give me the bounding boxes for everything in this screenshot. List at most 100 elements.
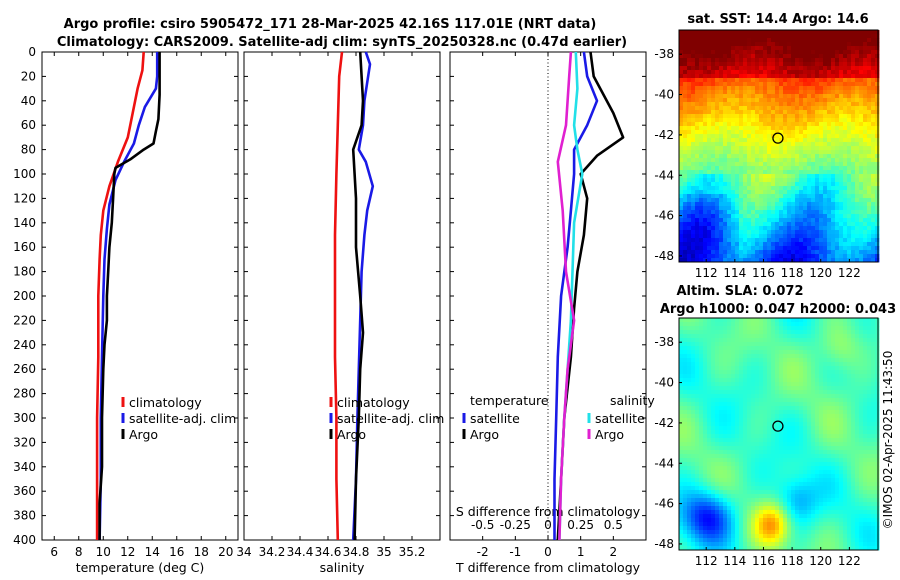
map-cell [807,54,812,59]
map-cell [783,46,788,51]
map-cell [703,462,708,467]
map-cell [731,378,736,383]
map-cell [811,370,816,375]
map-cell [867,46,872,51]
map-cell [835,370,840,375]
map-cell [767,354,772,359]
map-cell [703,410,708,415]
map-cell [727,418,732,423]
map-cell [755,434,760,439]
map-cell [731,442,736,447]
map-cell [719,218,724,223]
map-cell [739,34,744,39]
map-cell [723,82,728,87]
map-cell [735,422,740,427]
map-cell [743,378,748,383]
map-cell [863,162,868,167]
map-cell [771,354,776,359]
map-cell [775,206,780,211]
map-cell [847,382,852,387]
map-cell [871,194,876,199]
map-cell [731,354,736,359]
map-cell [699,182,704,187]
map-cell [711,442,716,447]
map-cell [775,218,780,223]
map-cell [811,454,816,459]
map-cell [787,434,792,439]
map-cell [751,222,756,227]
map-cell [747,242,752,247]
map-cell [707,398,712,403]
map-cell [715,202,720,207]
map-cell [743,182,748,187]
map-cell [871,434,876,439]
map-cell [731,186,736,191]
map-cell [863,134,868,139]
map-cell [739,386,744,391]
map-cell [695,198,700,203]
map-cell [771,342,776,347]
map-cell [703,418,708,423]
map-cell [835,350,840,355]
map-cell [759,182,764,187]
map-cell [803,258,808,263]
map-cell [719,34,724,39]
map-cell [783,30,788,35]
map-cell [695,234,700,239]
map-cell [775,198,780,203]
map-cell [743,382,748,387]
map-cell [779,214,784,219]
map-cell [719,410,724,415]
map-cell [707,82,712,87]
map-cell [715,462,720,467]
map-cell [679,46,684,51]
map-cell [803,226,808,231]
map-cell [683,190,688,195]
map-cell [763,198,768,203]
map-cell [799,34,804,39]
map-cell [875,62,880,67]
map-cell [815,210,820,215]
map-cell [815,254,820,259]
map-cell [755,254,760,259]
map-cell [699,398,704,403]
map-cell [823,254,828,259]
map-cell [819,126,824,131]
map-cell [679,438,684,443]
map-cell [759,382,764,387]
x-tick-label: 16 [169,545,184,559]
map-cell [843,150,848,155]
map-cell [695,34,700,39]
map-cell [823,230,828,235]
map-cell [699,142,704,147]
map-cell [763,34,768,39]
map-cell [691,434,696,439]
map-cell [683,202,688,207]
map-cell [687,374,692,379]
map-cell [743,418,748,423]
map-cell [771,418,776,423]
map-cell [711,118,716,123]
map-cell [839,146,844,151]
map-cell [715,46,720,51]
map-cell [703,126,708,131]
map-cell [811,86,816,91]
map-cell [779,422,784,427]
map-cell [767,82,772,87]
map-cell [867,222,872,227]
map-cell [719,82,724,87]
map-cell [779,218,784,223]
map-cell [827,126,832,131]
map-cell [731,218,736,223]
map-cell [811,450,816,455]
legend-label: Argo [595,427,624,442]
y-tick-label: 120 [13,191,36,205]
map-cell [871,82,876,87]
map-cell [791,342,796,347]
map-cell [783,406,788,411]
map-cell [763,186,768,191]
map-cell [695,190,700,195]
map-cell [843,130,848,135]
map-cell [731,106,736,111]
map-cell [787,74,792,79]
